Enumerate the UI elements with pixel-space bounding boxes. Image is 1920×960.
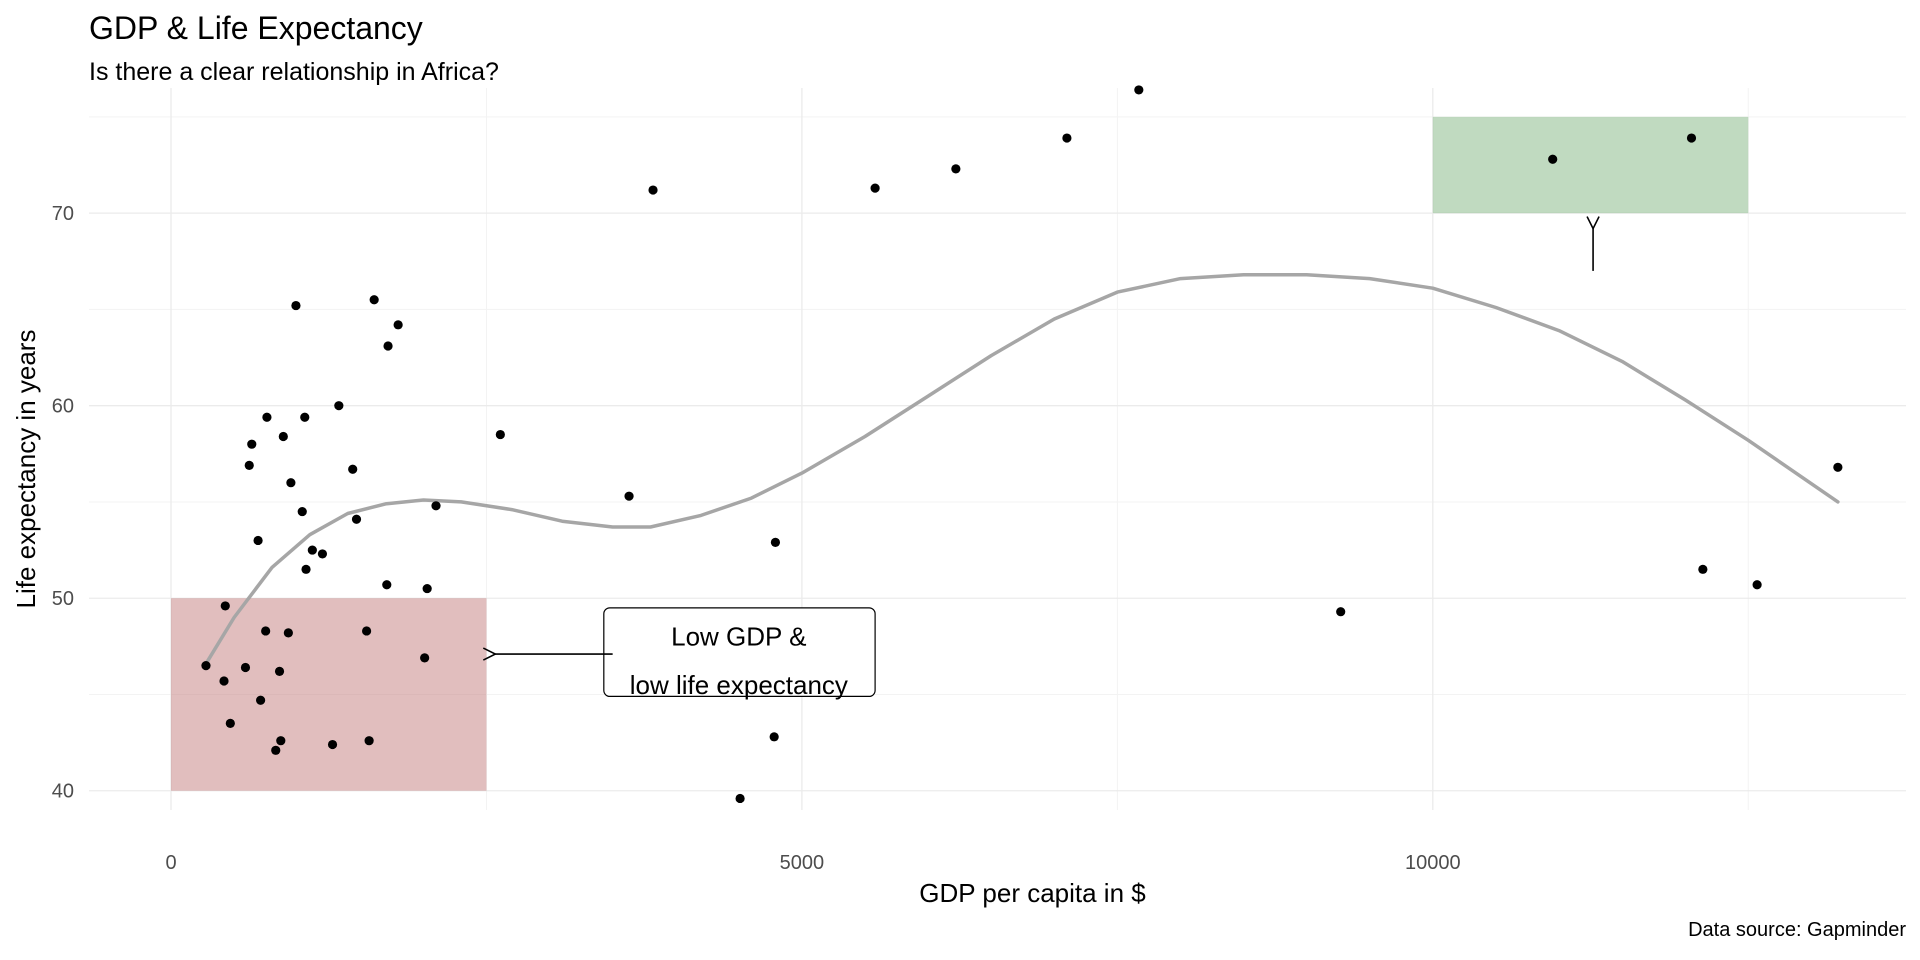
chart-title: GDP & Life Expectancy — [89, 10, 423, 46]
data-point — [735, 793, 745, 804]
annotation-text-line: Low GDP & — [671, 622, 806, 652]
data-point — [1752, 580, 1762, 590]
y-tick-label: 50 — [52, 588, 74, 610]
data-point — [369, 295, 379, 305]
data-point — [274, 666, 285, 676]
data-point — [364, 736, 374, 746]
data-point — [951, 164, 961, 174]
data-point — [283, 628, 293, 638]
data-point — [361, 626, 372, 636]
data-point — [276, 736, 286, 746]
data-point — [1062, 133, 1072, 143]
chart-subtitle: Is there a clear relationship in Africa? — [89, 58, 499, 86]
data-point — [253, 535, 263, 546]
data-point — [624, 491, 634, 501]
x-tick-label: 10000 — [1405, 852, 1461, 874]
data-point — [351, 514, 362, 524]
data-point — [271, 745, 281, 755]
x-axis-title: GDP per capita in $ — [919, 878, 1146, 908]
highlight-regions — [171, 116, 1749, 791]
data-source-caption: Data source: Gapminder — [1688, 919, 1906, 941]
y-axis-title: Life expectancy in years — [11, 330, 41, 609]
annotations: Low GDP & low life expectancy — [495, 229, 1593, 700]
data-point — [291, 300, 301, 311]
y-tick-label: 40 — [52, 781, 74, 803]
data-point — [1134, 85, 1144, 95]
annotation-text-line: low life expectancy — [630, 670, 848, 700]
data-point — [327, 739, 338, 750]
data-point — [256, 695, 266, 705]
data-point — [317, 549, 328, 559]
highlight-region-1 — [171, 598, 487, 791]
data-point — [422, 583, 432, 594]
data-point — [262, 412, 272, 422]
data-points — [201, 85, 1843, 804]
data-point — [1686, 133, 1697, 143]
data-point — [1833, 462, 1843, 472]
data-point — [201, 661, 211, 671]
data-point — [307, 545, 317, 555]
data-point — [297, 506, 307, 517]
smooth-line — [204, 273, 1840, 666]
data-point — [247, 439, 257, 449]
data-point — [420, 653, 430, 663]
axis-ticks: 0 5000 10000 40 50 60 70 — [52, 203, 1461, 874]
data-point — [244, 460, 254, 470]
data-point — [1698, 564, 1708, 574]
highlight-region-2 — [1432, 116, 1749, 214]
data-point — [382, 580, 392, 590]
data-point — [301, 564, 311, 574]
x-tick-label: 0 — [165, 852, 176, 874]
data-point — [220, 601, 230, 611]
data-point — [770, 537, 781, 547]
data-point — [648, 185, 658, 195]
data-point — [495, 429, 505, 440]
x-tick-label: 5000 — [780, 852, 825, 874]
data-point — [383, 341, 393, 351]
data-point — [769, 732, 779, 742]
data-point — [393, 320, 403, 330]
y-tick-label: 70 — [52, 203, 74, 225]
data-point — [278, 431, 288, 442]
data-point — [1548, 154, 1558, 164]
annotation-box — [603, 607, 876, 698]
data-point — [300, 412, 310, 422]
data-point — [870, 183, 880, 193]
data-point — [334, 401, 344, 411]
smooth-trend — [204, 273, 1840, 666]
data-point — [225, 718, 235, 728]
data-point — [286, 478, 296, 488]
data-point — [348, 464, 358, 474]
data-point — [240, 662, 251, 673]
data-point — [219, 676, 229, 686]
data-point — [431, 501, 441, 511]
data-point — [1336, 607, 1346, 617]
y-tick-label: 60 — [52, 396, 74, 418]
data-point — [261, 626, 271, 636]
